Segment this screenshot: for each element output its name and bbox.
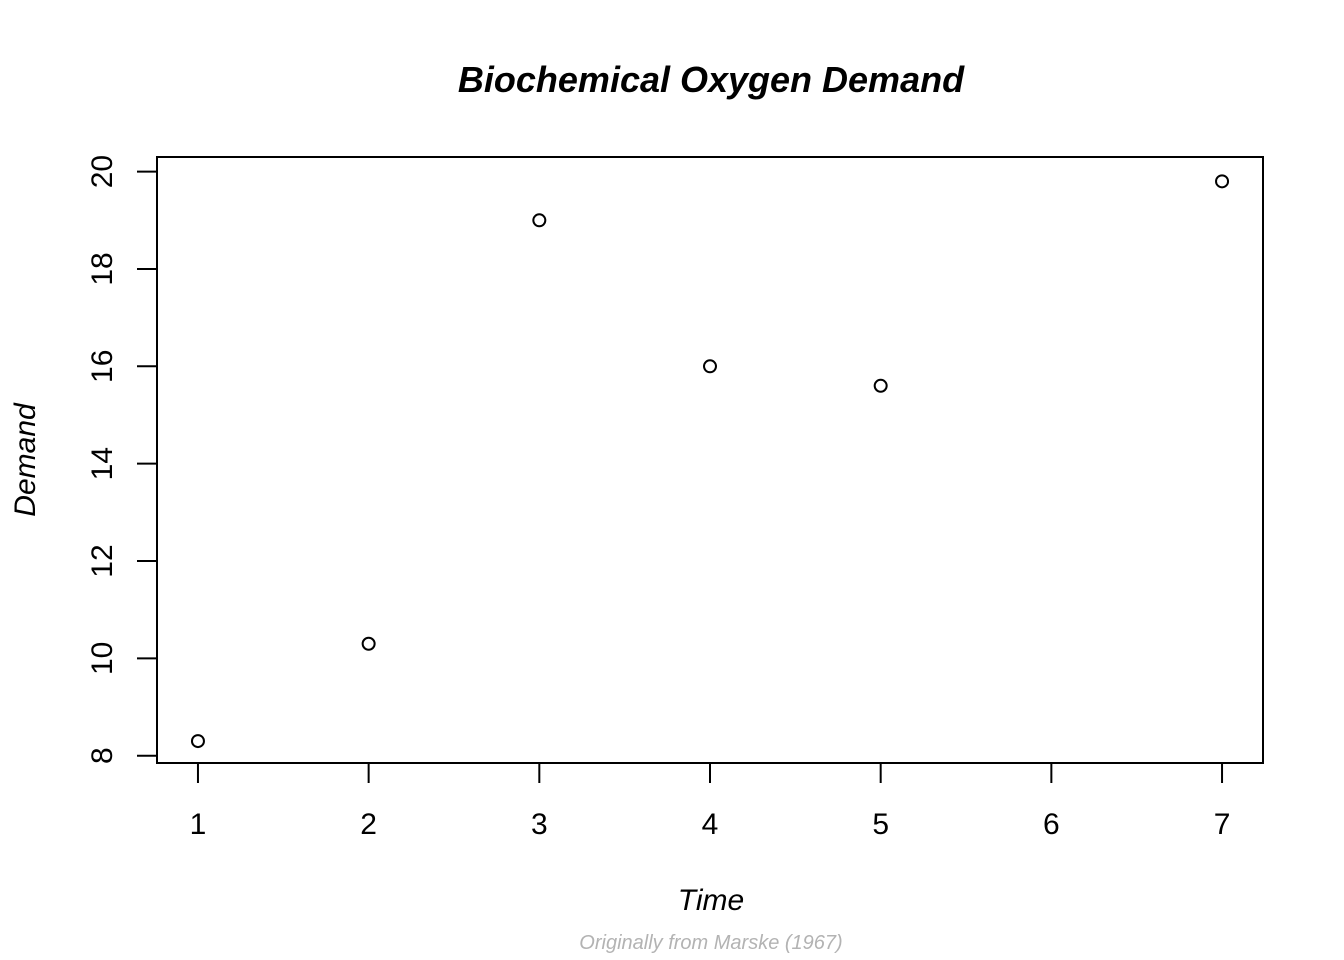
chart-title: Biochemical Oxygen Demand — [458, 59, 965, 100]
x-tick-label: 7 — [1214, 808, 1231, 841]
x-axis: 1 2 3 4 5 6 7 — [190, 763, 1231, 841]
data-point — [361, 636, 376, 651]
source-caption: Originally from Marske (1967) — [579, 932, 842, 954]
x-tick-label: 4 — [702, 808, 719, 841]
y-tick-label: 14 — [86, 447, 119, 480]
y-axis: 8 10 12 14 16 18 20 — [86, 155, 157, 764]
y-tick-label: 18 — [86, 252, 119, 285]
data-points — [190, 174, 1230, 749]
y-tick-label: 20 — [86, 155, 119, 188]
x-tick-label: 6 — [1043, 808, 1060, 841]
y-tick-label: 10 — [86, 642, 119, 675]
x-tick-label: 3 — [531, 808, 548, 841]
y-tick-label: 8 — [86, 747, 119, 764]
data-point — [873, 378, 888, 393]
y-tick-label: 12 — [86, 544, 119, 577]
data-point — [703, 359, 717, 374]
y-tick-label: 16 — [86, 350, 119, 383]
y-axis-label: Demand — [9, 402, 42, 517]
plot-frame — [156, 156, 1264, 764]
x-tick-label: 5 — [872, 808, 889, 841]
data-point — [190, 734, 205, 749]
x-axis-label: Time — [678, 884, 744, 917]
data-point — [1215, 174, 1230, 189]
x-tick-label: 1 — [190, 808, 207, 841]
data-point — [532, 213, 547, 228]
x-tick-label: 2 — [360, 808, 377, 841]
